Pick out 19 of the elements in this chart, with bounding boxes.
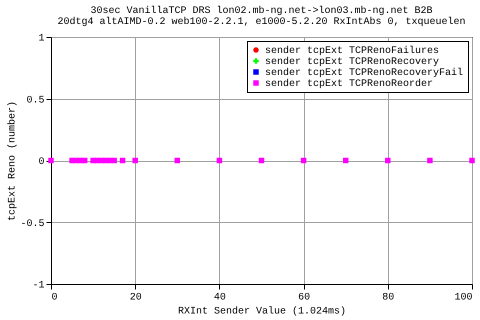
y-tick-label: 1 — [38, 34, 44, 44]
x-tick-label: 40 — [214, 292, 226, 304]
legend-label: sender tcpExt TCPRenoFailures — [265, 45, 440, 57]
y-tick-label: 0 — [38, 157, 44, 168]
x-axis-title: RXInt Sender Value (1.024ms) — [178, 306, 346, 318]
chart-subtitle: 20dtg4 altAIMD-0.2 web100-2.2.1, e1000-5.2.20 RxIntAbs 0, txqueuelen — [57, 16, 466, 28]
y-tick-label: -1 — [32, 280, 44, 292]
y-axis-title: tcpExt Reno (number) — [6, 100, 18, 222]
legend-label: sender tcpExt TCPRenoReorder — [265, 78, 434, 90]
x-tick-label: 60 — [298, 292, 310, 304]
legend-label: sender tcpExt TCPRenoRecovery — [265, 56, 440, 68]
x-tick-label: 20 — [130, 292, 142, 304]
x-tick-label: 80 — [382, 292, 394, 304]
chart-title: 30sec VanillaTCP DRS lon02.mb-ng.net->lon03.mb-ng.net B2B — [90, 5, 433, 17]
y-tick-label: -0.5 — [20, 218, 44, 230]
legend-label: sender tcpExt TCPRenoRecoveryFail — [265, 67, 464, 79]
y-tick-label: 0.5 — [26, 95, 44, 106]
x-tick-label: 100 — [454, 292, 472, 304]
x-tick-label: 0 — [52, 292, 58, 304]
